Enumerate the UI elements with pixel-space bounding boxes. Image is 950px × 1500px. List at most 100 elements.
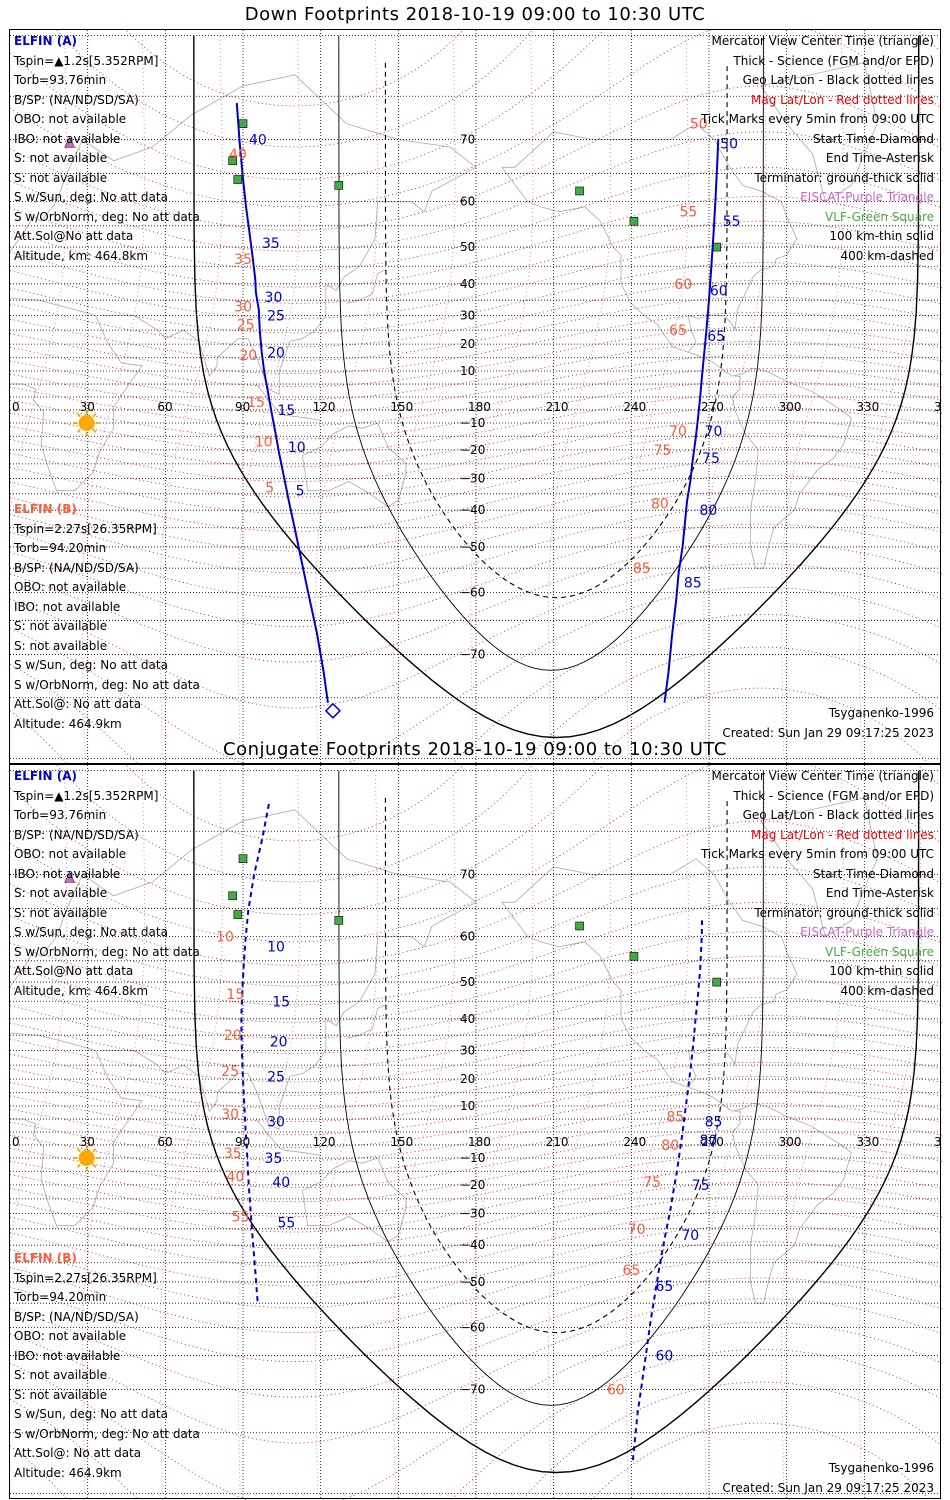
vlf-station-marker [233, 910, 243, 919]
vlf-station-marker [334, 916, 344, 925]
sun-disc [78, 1150, 95, 1167]
track-1 [663, 138, 720, 703]
lat-tick-label: 30 [460, 1044, 475, 1058]
track-b-tick-label: 60 [607, 1382, 625, 1398]
legend-400km: 400 km-dashed [840, 983, 934, 998]
conjugate-footprints-map: 0306090120150180210240270300330360706050… [10, 765, 942, 1500]
track-a-tick-label: 75 [692, 1178, 710, 1194]
vlf-station-marker [238, 119, 248, 128]
mag-parallel [10, 326, 942, 387]
mag-meridian [858, 770, 922, 1494]
coastline-4 [255, 1118, 321, 1156]
mag-meridian [548, 35, 612, 759]
track-b-tick-label: 65 [669, 323, 687, 339]
lon-tick-label: 0 [12, 400, 20, 414]
elfin-a-line-bsp: B/SP: (NA/ND/SD/SA) [14, 827, 139, 842]
elfin-b-header: ELFIN (B) [14, 502, 77, 516]
legend-mag-grid: Mag Lat/Lon - Red dotted lines [750, 827, 934, 842]
lon-tick-label: 360 [934, 1135, 942, 1149]
legend-center-time: Mercator View Center Time (triangle) [711, 769, 934, 783]
legend-end-time: End Time-Asterisk [825, 886, 934, 900]
geo-grid [10, 30, 942, 765]
elfin-b-line-attsol: Att.Sol@: No att data [14, 1446, 142, 1460]
terminator-ground [193, 35, 920, 739]
vlf-station-marker [334, 181, 344, 190]
legend-eiscat: EISCAT-Purple Triangle [800, 190, 934, 204]
elfin-a-line-s1: S: not available [14, 151, 108, 165]
lon-tick-label: 360 [934, 400, 942, 414]
track-b-tick-label: 80 [651, 497, 669, 513]
legend-100km: 100 km-thin solid [829, 964, 934, 978]
track-a-tick-label: 85 [705, 1115, 723, 1131]
track-a-tick-label: 65 [655, 1279, 673, 1295]
elfin-b-line-ibo: IBO: not available [14, 599, 121, 614]
elfin-a-line-s1: S: not available [14, 886, 108, 900]
elfin-a-line-tspin: Tspin=▲1.2s[5.352RPM] [14, 53, 159, 68]
mag-parallel [10, 1047, 942, 1109]
track-a-tick-label: 70 [705, 424, 723, 440]
vlf-station-marker [712, 977, 722, 987]
track-a-tick-label: 35 [265, 1151, 283, 1167]
elfin-b-line-s1: S: not available [14, 1368, 108, 1382]
vlf-station-marker [629, 216, 639, 226]
legend-start-time: Start Time-Diamond [812, 131, 934, 146]
track-a-tick-label: 25 [267, 309, 285, 325]
elfin-a-info: ELFIN (A) Tspin=▲1.2s[5.352RPM] Torb=93.… [14, 32, 200, 266]
track-a-tick-label: 60 [655, 1348, 673, 1364]
track-b-tick-label: 15 [226, 987, 244, 1003]
mag-meridian [625, 35, 689, 759]
elfin-b-line-s2: S: not available [14, 1387, 108, 1402]
track-a-tick-label: 85 [684, 575, 702, 591]
elfin-a-line-torb: Torb=93.76min [14, 808, 107, 822]
lon-tick-label: 300 [779, 400, 802, 414]
legend-tick-marks: Tick Marks every 5min from 09:00 UTC [700, 112, 934, 126]
terminator-ground [193, 770, 920, 1474]
lat-tick-label: 50 [460, 975, 475, 989]
mag-parallel [10, 354, 942, 413]
lat-tick-label: 30 [460, 309, 475, 323]
legend-geo-grid: Geo Lat/Lon - Black dotted lines [742, 73, 934, 87]
lat-tick-label: −40 [460, 1238, 485, 1252]
elfin-a-line-obo: OBO: not available [14, 112, 127, 126]
elfin-b-line-swsun: S w/Sun, deg: No att data [14, 1407, 168, 1421]
elfin-b-line-swsun: S w/Sun, deg: No att data [14, 658, 168, 672]
model-name: Tsyganenko-1996 [828, 1461, 934, 1475]
coastline-5 [346, 1004, 386, 1039]
lat-tick-label: 10 [460, 364, 475, 378]
coastline-3 [302, 422, 407, 508]
legend-mag-grid: Mag Lat/Lon - Red dotted lines [750, 92, 934, 107]
elfin-b-line-obo: OBO: not available [14, 580, 127, 594]
mag-parallel [10, 1076, 942, 1135]
track-a-tick-label: 30 [267, 1115, 285, 1131]
mag-meridian [392, 770, 456, 1494]
lat-tick-label: 50 [460, 240, 475, 254]
track-b-tick-label: 25 [237, 317, 255, 333]
start-time-diamond [324, 702, 341, 719]
mag-parallel [10, 866, 942, 987]
sun-ray [76, 413, 82, 418]
track-b-tick-label: 10 [255, 435, 273, 451]
elfin-b-line-torb: Torb=94.20min [14, 541, 107, 555]
lat-tick-label: −10 [460, 1151, 485, 1165]
panel-2-title: Conjugate Footprints 2018-10-19 09:00 to… [223, 739, 727, 760]
elfin-a-line-swsun: S w/Sun, deg: No att data [14, 190, 168, 204]
mag-parallel [10, 1089, 942, 1148]
lat-tick-label: 70 [460, 133, 475, 147]
sun-ray [92, 1163, 97, 1168]
lat-tick-label: 40 [460, 277, 475, 291]
lon-tick-label: 90 [235, 400, 250, 414]
sun-ray [76, 1163, 82, 1168]
lon-tick-label: 240 [623, 400, 646, 414]
coastline-8 [760, 62, 878, 203]
lat-tick-label: −70 [460, 1382, 485, 1396]
track-a-tick-label: 70 [681, 1228, 699, 1244]
elfin-b-line-bsp: B/SP: (NA/ND/SD/SA) [14, 560, 139, 575]
mag-meridian [10, 35, 68, 515]
lon-tick-label: 60 [157, 400, 172, 414]
track-tick-labels: 10 10 15 15 20 20 25 25 30 30 35 35 40 40 55 55 60 60 65 65… [216, 930, 722, 1399]
mag-meridian [470, 35, 534, 759]
map-legend: Mercator View Center Time (triangle) Thi… [701, 32, 934, 266]
track-b-tick-label: 70 [669, 424, 687, 440]
mag-parallel [10, 131, 942, 252]
elfin-b-line-ibo: IBO: not available [14, 1348, 121, 1363]
